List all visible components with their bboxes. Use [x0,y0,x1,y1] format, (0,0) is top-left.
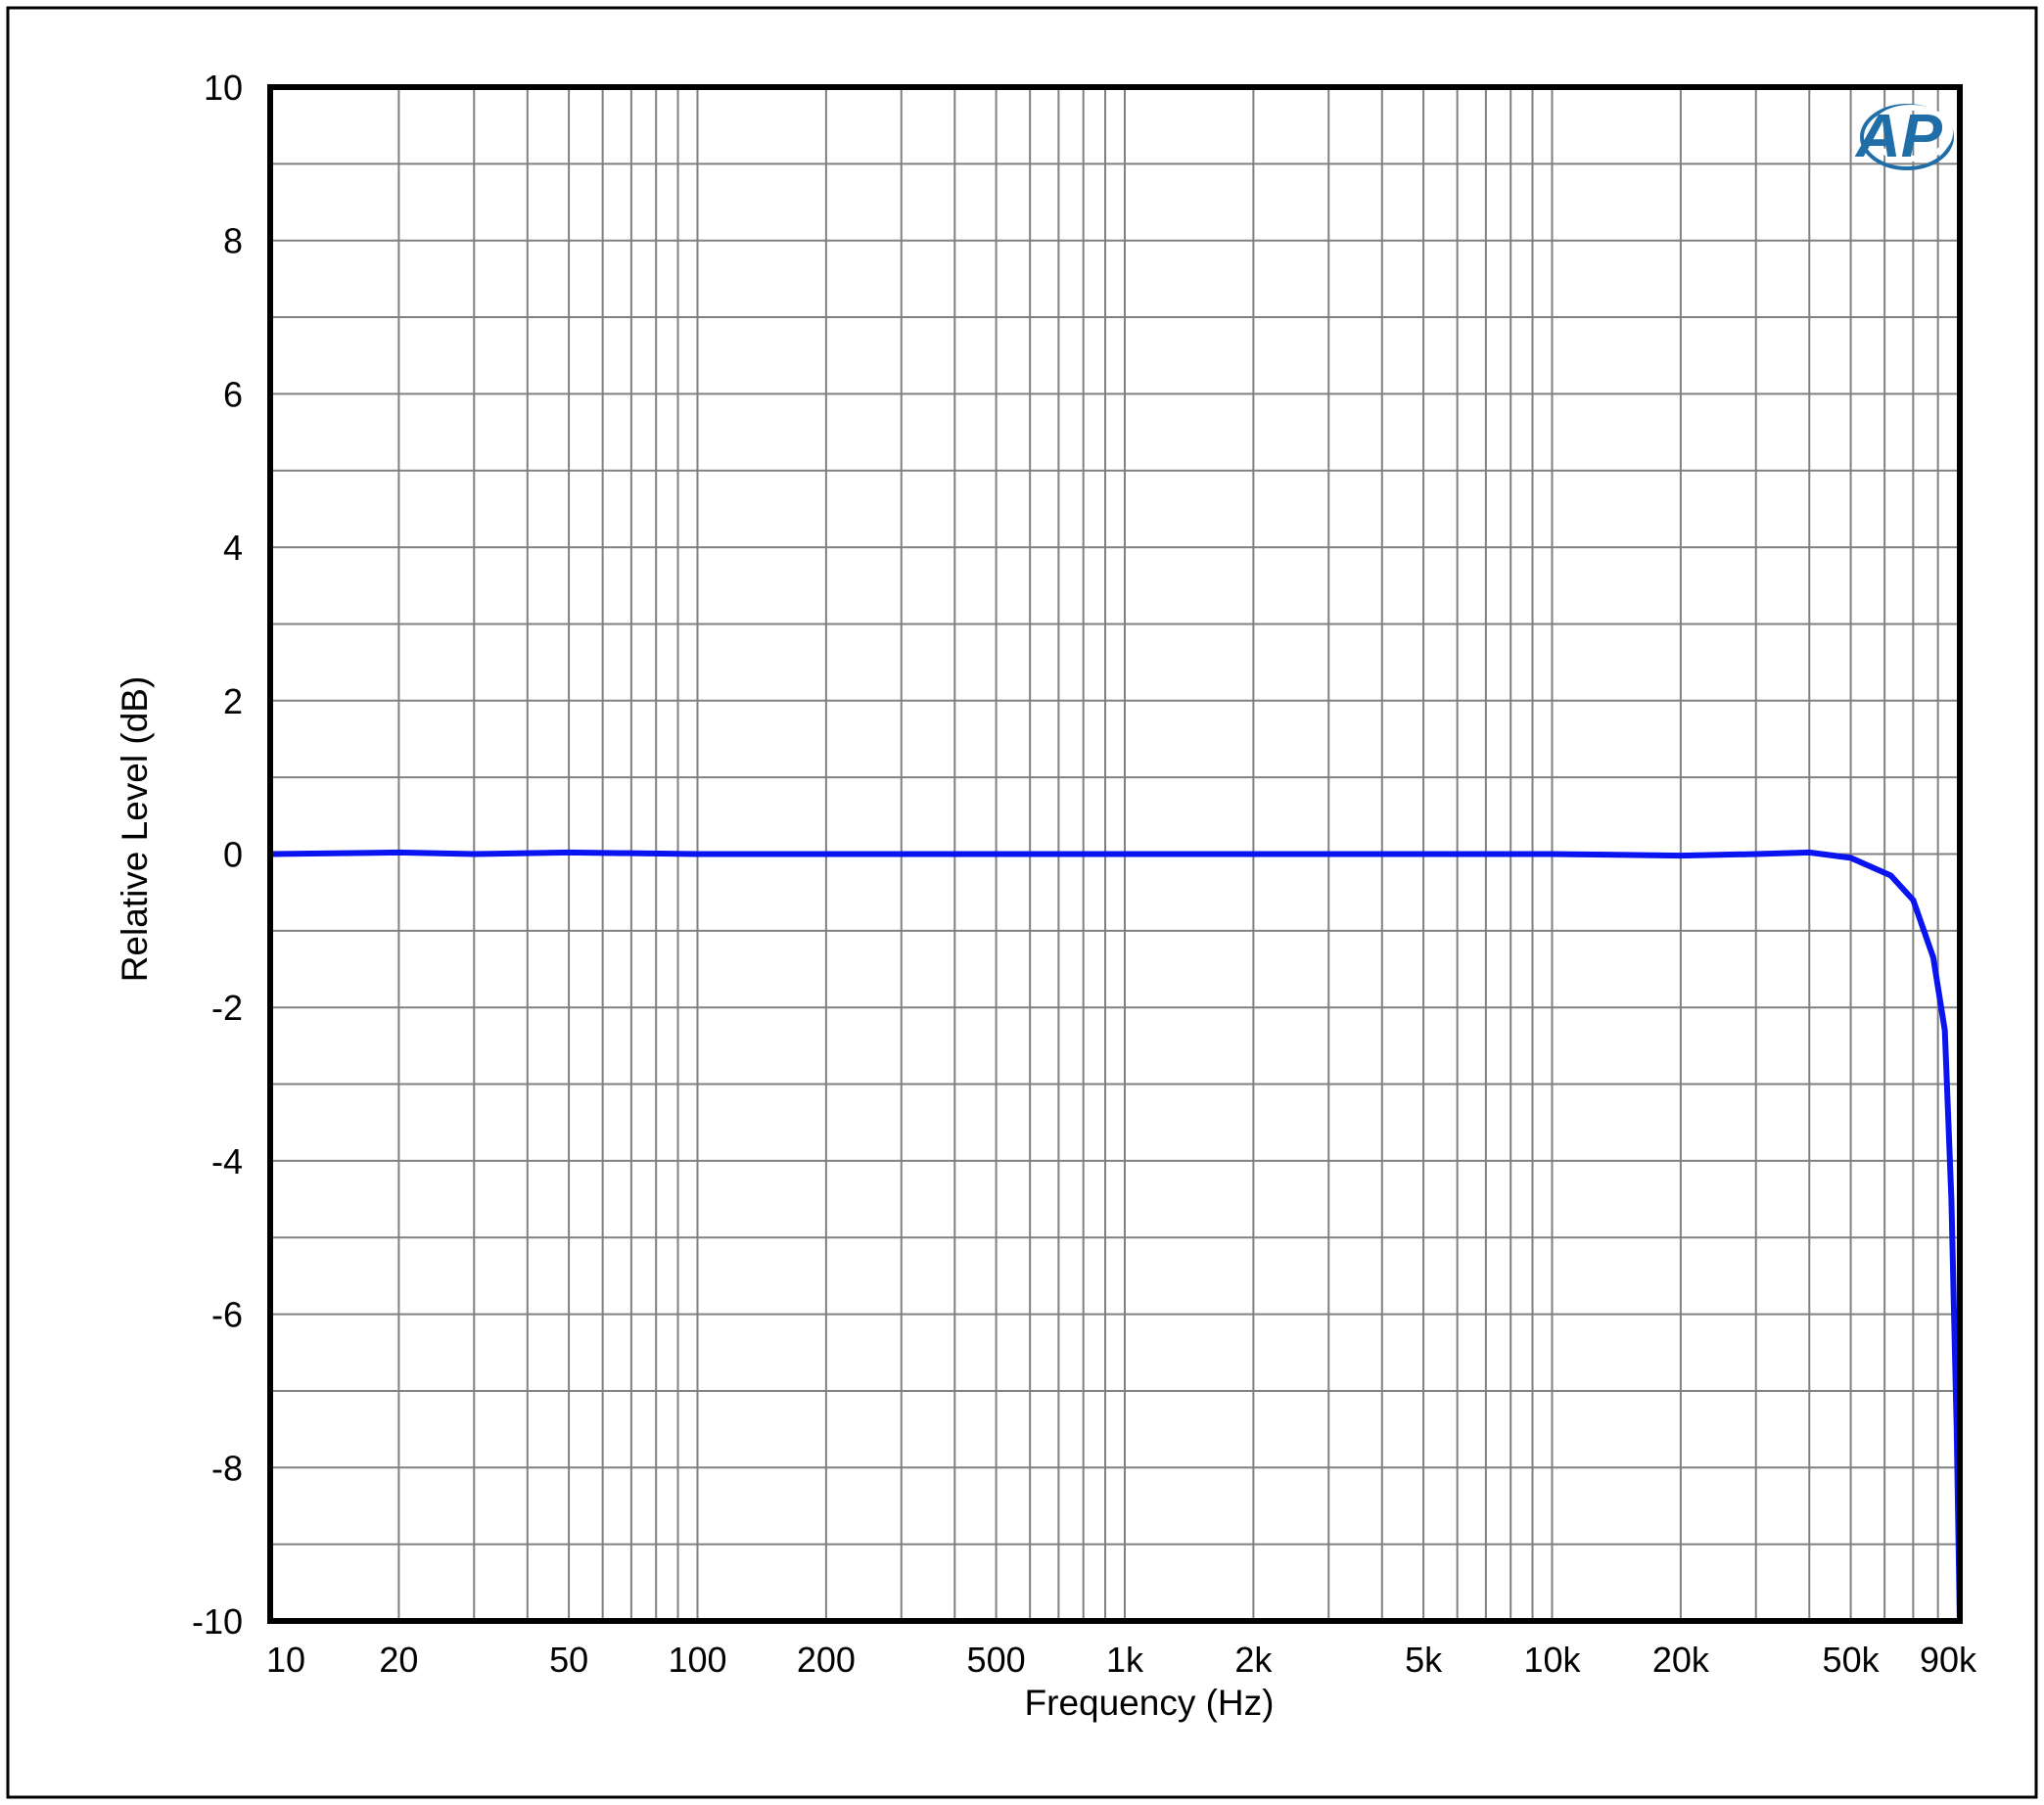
y-tick-labels: 10 8 6 4 2 0 -2 -4 -6 -8 -10 [192,68,243,1642]
y-tick-label: 2 [223,681,243,721]
y-tick-label: 0 [223,835,243,875]
y-tick-label: 10 [204,68,243,108]
y-tick-label: -10 [192,1601,243,1642]
y-tick-label: 6 [223,374,243,414]
x-tick-label: 1k [1106,1640,1144,1680]
y-tick-label: -4 [211,1141,243,1181]
x-tick-labels: 10 20 50 100 200 500 1k 2k 5k 10k 20k 50k 90k [266,1640,1977,1680]
ap-logo-icon: AP [1854,103,1954,170]
data-series [269,849,1963,1622]
y-tick-label: 8 [223,221,243,261]
x-tick-label: 10 [266,1640,305,1680]
x-tick-label: 20k [1652,1640,1710,1680]
x-tick-label: 50 [549,1640,588,1680]
x-tick-label: 2k [1234,1640,1273,1680]
y-tick-label: 4 [223,528,243,568]
x-axis-label: Frequency (Hz) [1025,1683,1275,1723]
x-tick-label: 200 [797,1640,856,1680]
y-tick-label: -2 [211,988,243,1028]
outer-border [6,6,2038,1799]
ap-logo-text: AP [1854,103,1943,170]
x-tick-label: 50k [1823,1640,1881,1680]
y-axis-label: Relative Level (dB) [115,676,155,983]
y-tick-label: -8 [211,1448,243,1488]
y-tick-label: -6 [211,1295,243,1335]
x-tick-label: 500 [967,1640,1026,1680]
x-tick-label: 90k [1920,1640,1977,1680]
x-tick-label: 10k [1523,1640,1581,1680]
plot-frame [267,84,1963,1624]
x-tick-label: 5k [1405,1640,1443,1680]
x-tick-label: 20 [379,1640,418,1680]
x-tick-label: 100 [668,1640,726,1680]
series-line [269,849,1963,1622]
